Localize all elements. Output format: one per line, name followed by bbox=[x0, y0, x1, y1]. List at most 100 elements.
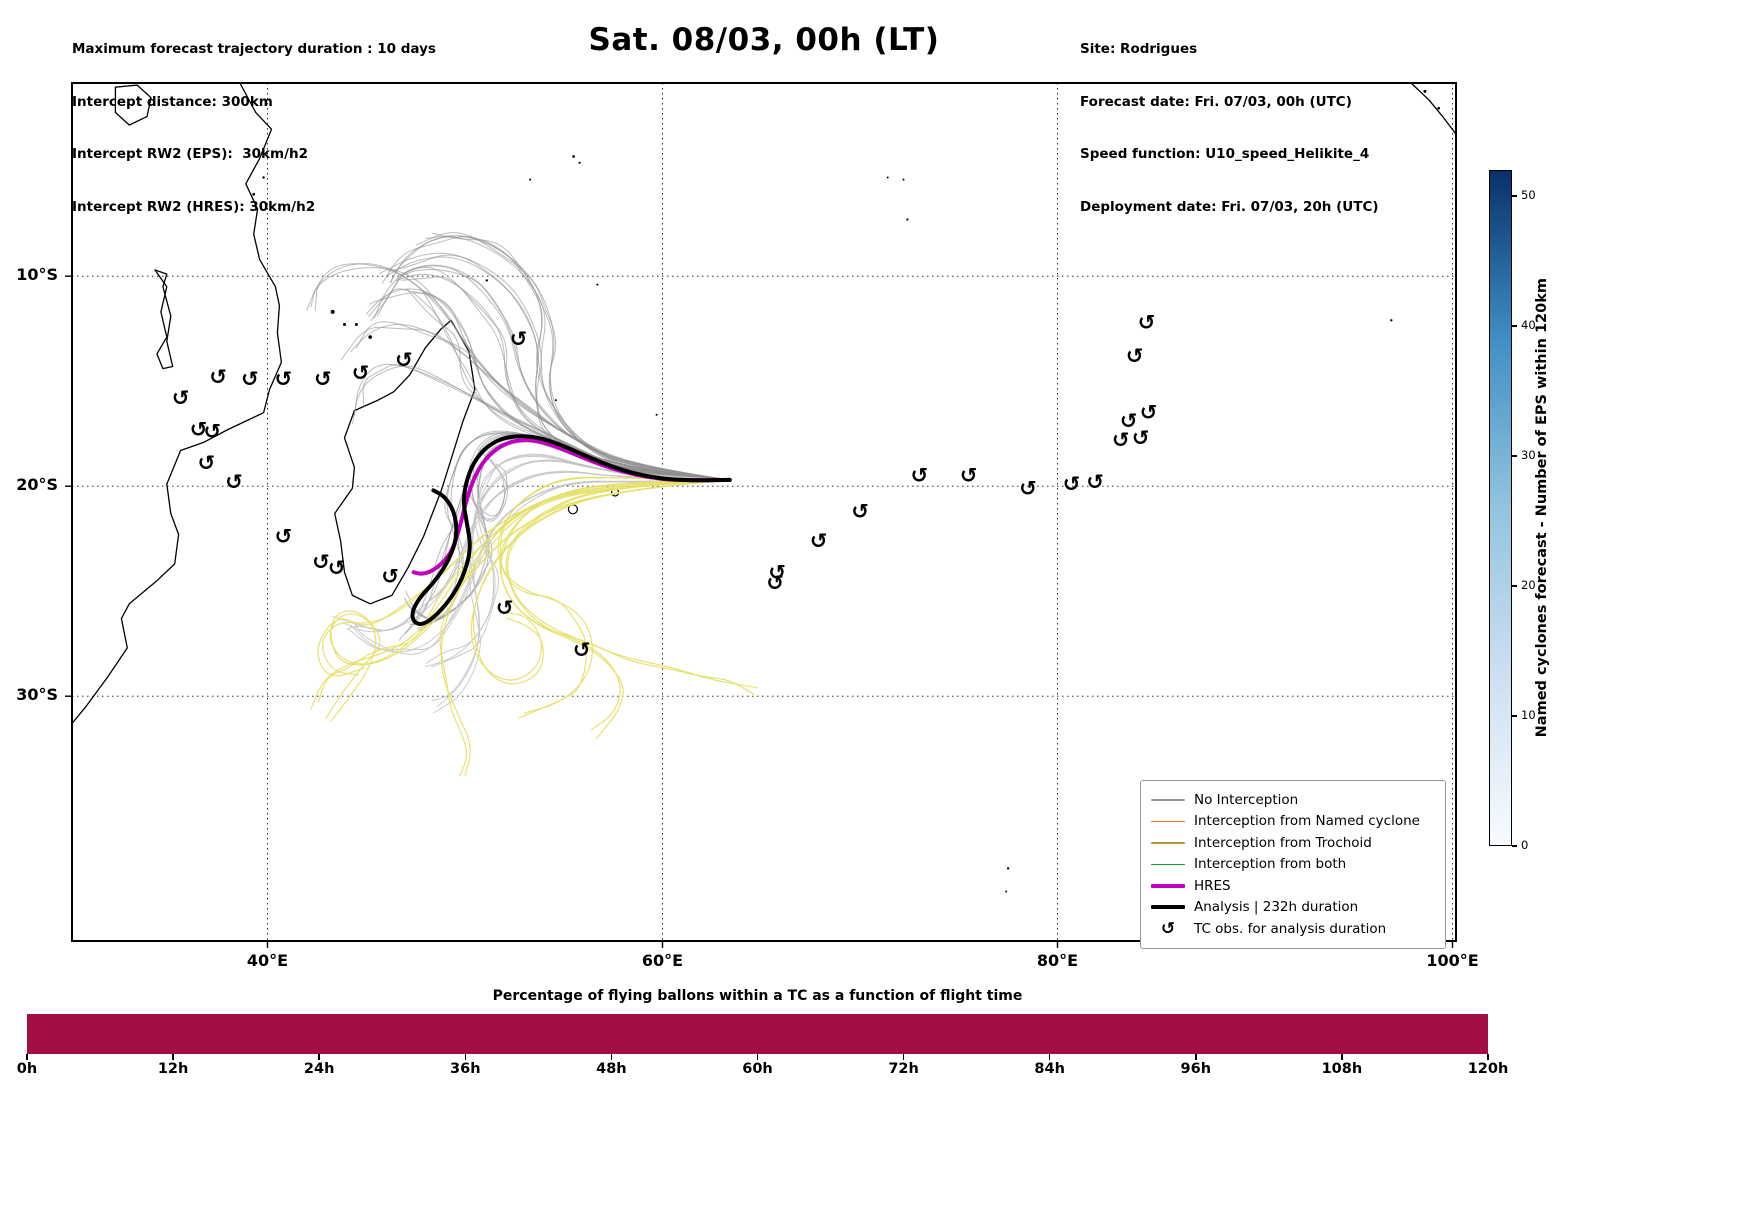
y-tick-label: 30°S bbox=[16, 685, 58, 705]
island bbox=[596, 283, 599, 286]
trajectory-interception-trochoid bbox=[505, 479, 755, 696]
tc-obs-symbol: ↺ bbox=[381, 565, 399, 589]
x-tick-label: 80°E bbox=[1036, 951, 1079, 970]
bottom-tick-mark bbox=[1048, 1054, 1051, 1060]
tc-obs-symbol: ↺ bbox=[810, 529, 828, 553]
legend-label: Interception from Named cyclone bbox=[1194, 813, 1420, 830]
bottom-tick-label: 48h bbox=[596, 1061, 627, 1077]
y-tick-label: 20°S bbox=[16, 475, 58, 495]
legend-label: Interception from both bbox=[1194, 856, 1347, 873]
trajectory-eps-no-interception bbox=[415, 232, 731, 481]
trajectory-eps-no-interception bbox=[425, 235, 731, 481]
trajectory-analysis bbox=[410, 434, 732, 626]
site-info-block: Site: Rodrigues Forecast date: Fri. 07/0… bbox=[1080, 6, 1379, 251]
bottom-tick-label: 108h bbox=[1321, 1061, 1363, 1077]
trajectory-interception-trochoid bbox=[439, 479, 731, 777]
trajectory-interception-trochoid bbox=[321, 479, 731, 676]
tc-obs-symbol: ↺ bbox=[960, 464, 978, 488]
trajectory-interception-trochoid bbox=[497, 477, 731, 714]
hres-line-icon bbox=[1151, 883, 1185, 888]
colorbar-tick-label: 10 bbox=[1521, 708, 1536, 722]
tc-obs-symbol: ↺ bbox=[1019, 476, 1037, 500]
coastline-sumatra bbox=[1410, 82, 1457, 134]
trajectory-interception-trochoid bbox=[317, 479, 731, 677]
tc-obs-symbol: ↺ bbox=[225, 470, 243, 494]
colorbar-tick-mark bbox=[1512, 455, 1517, 457]
colorbar-tick-label: 40 bbox=[1521, 318, 1536, 332]
tc-obs-symbol: ↺ bbox=[312, 550, 330, 574]
tc-obs-symbol: ↺ bbox=[190, 418, 208, 442]
trajectory-interception-trochoid bbox=[472, 479, 731, 685]
bottom-tick-label: 24h bbox=[303, 1061, 335, 1077]
legend-label: HRES bbox=[1194, 877, 1231, 894]
tc-obs-symbol: ↺ bbox=[172, 386, 190, 410]
bottom-tick-label: 36h bbox=[450, 1061, 481, 1077]
analysis-line-icon bbox=[1151, 905, 1185, 910]
x-tick-label: 60°E bbox=[641, 951, 684, 970]
olive-line-icon bbox=[1151, 842, 1185, 844]
tc-obs-symbol: ↺ bbox=[1063, 472, 1081, 496]
island bbox=[1005, 890, 1008, 893]
colorbar-tick-mark bbox=[1512, 845, 1517, 847]
island bbox=[655, 413, 658, 416]
tc-obs-symbol: ↺ bbox=[1126, 344, 1144, 368]
trajectory-eps-no-interception-south bbox=[332, 471, 731, 631]
bottom-tick-label: 0h bbox=[16, 1061, 38, 1077]
bottom-tick-mark bbox=[756, 1054, 759, 1060]
trajectory-interception-trochoid bbox=[329, 479, 731, 722]
colorbar-gradient bbox=[1489, 170, 1512, 846]
trajectory-eps-no-interception bbox=[362, 364, 731, 481]
bottom-tick-mark bbox=[1487, 1054, 1489, 1060]
island bbox=[354, 323, 358, 326]
gray-line-icon bbox=[1151, 799, 1185, 801]
legend-item: No Interception bbox=[1151, 789, 1435, 811]
trajectory-eps-no-interception-south bbox=[425, 455, 731, 664]
y-tick-label: 10°S bbox=[16, 265, 58, 285]
trajectory-eps-no-interception-south bbox=[350, 479, 731, 653]
map-frame bbox=[71, 82, 1457, 942]
coastline-africa bbox=[71, 82, 283, 724]
colorbar-tick-mark bbox=[1512, 585, 1517, 587]
colorbar-label-text: Named cyclones forecast - Number of EPS … bbox=[1534, 278, 1550, 738]
tc-obs-symbol: ↺ bbox=[1112, 428, 1130, 452]
orange-line-icon bbox=[1151, 820, 1185, 822]
map-legend: No Interception Interception from Named c… bbox=[1140, 780, 1446, 949]
tc-obs-symbol: ↺ bbox=[910, 464, 928, 488]
island bbox=[1390, 319, 1393, 322]
colorbar-tick-mark bbox=[1512, 195, 1517, 197]
legend-item: Interception from Trochoid bbox=[1151, 832, 1435, 854]
island bbox=[252, 192, 256, 196]
tc-obs-symbol: ↺ bbox=[1086, 470, 1104, 494]
tc-obs-symbol: ↺ bbox=[1132, 426, 1150, 450]
bottom-tick-mark bbox=[902, 1054, 905, 1060]
bottom-tick-label: 12h bbox=[157, 1061, 189, 1077]
tc-obs-symbol: ↺ bbox=[328, 556, 346, 580]
tc-obs-symbol: ↺ bbox=[573, 638, 591, 662]
trajectory-eps-no-interception bbox=[306, 263, 731, 481]
info-line-site: Site: Rodrigues bbox=[1080, 41, 1198, 57]
trajectory-interception-trochoid bbox=[325, 479, 731, 720]
island bbox=[578, 161, 581, 164]
coastline-madagascar bbox=[334, 319, 476, 605]
island bbox=[906, 218, 909, 221]
island bbox=[368, 335, 373, 339]
legend-item: Interception from both bbox=[1151, 854, 1435, 876]
bottom-tick-mark bbox=[1195, 1054, 1197, 1060]
tc-obs-symbol: ↺ bbox=[768, 560, 786, 584]
trajectory-eps-no-interception bbox=[417, 440, 731, 632]
green-line-icon bbox=[1151, 863, 1185, 865]
tc-obs-icon: ↺ bbox=[1160, 918, 1176, 939]
trajectory-eps-no-interception bbox=[356, 321, 731, 481]
lake-malawi bbox=[154, 269, 174, 370]
trajectory-eps-no-interception-south bbox=[342, 471, 731, 633]
trajectory-interception-trochoid bbox=[499, 476, 731, 719]
legend-item: HRES bbox=[1151, 875, 1435, 897]
trajectory-interception-trochoid bbox=[318, 479, 731, 702]
bottom-tick-mark bbox=[610, 1054, 613, 1060]
bottom-tick-label: 96h bbox=[1180, 1061, 1212, 1077]
colorbar-tick-label: 50 bbox=[1521, 188, 1536, 202]
bottom-tick-label: 84h bbox=[1034, 1061, 1065, 1077]
tc-obs-symbol: ↺ bbox=[1120, 409, 1138, 433]
island bbox=[554, 399, 557, 402]
